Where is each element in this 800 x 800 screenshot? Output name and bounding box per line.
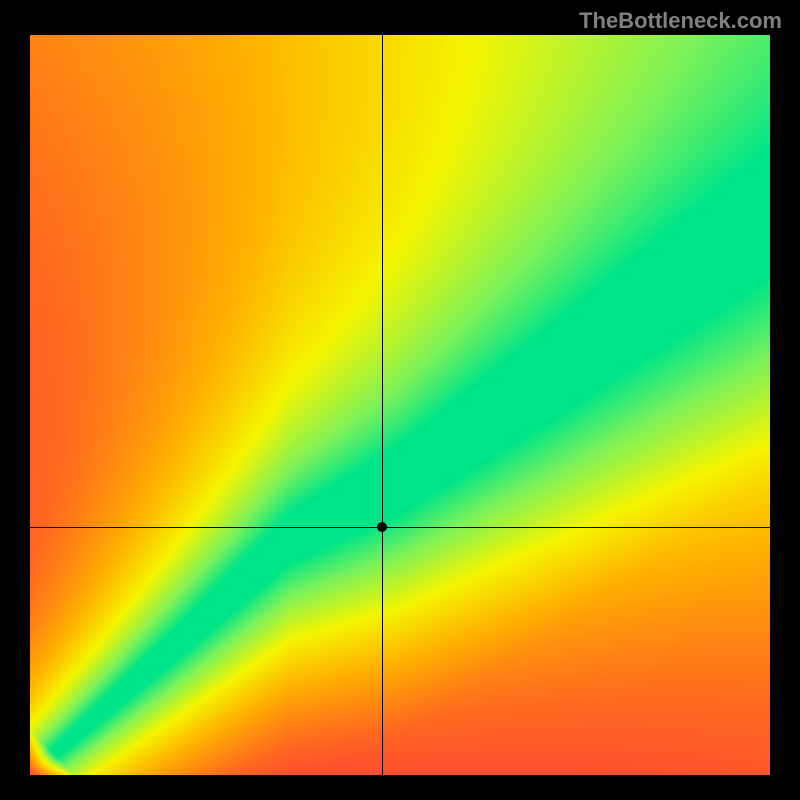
heatmap-plot — [30, 35, 770, 775]
crosshair-horizontal — [30, 527, 770, 528]
attribution-label: TheBottleneck.com — [579, 8, 782, 34]
data-point-marker — [377, 522, 387, 532]
crosshair-vertical — [382, 35, 383, 775]
heatmap-canvas — [30, 35, 770, 775]
